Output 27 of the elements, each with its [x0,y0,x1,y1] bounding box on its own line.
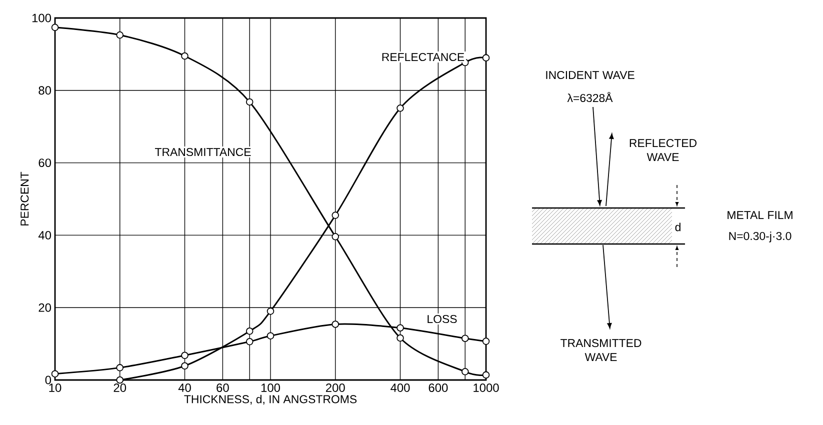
x-tick-label: 60 [216,384,229,392]
series-label: REFLECTANCE [382,52,464,62]
x-tick-label: 200 [326,384,345,392]
x-axis-title: THICKNESS, d, IN ANGSTROMS [184,394,357,405]
text: λ=6328Å [567,92,613,102]
x-tick-label: 1000 [474,384,499,392]
text: TRANSMITTANCE [154,148,251,156]
x-tick-label: 400 [390,384,410,392]
text: METAL FILM [728,211,792,219]
y-axis-title: PERCENT [20,172,29,226]
text: INCIDENT WAVE [546,70,634,80]
y-tick-label: 80 [38,86,52,95]
x-tick-label: 600 [428,384,448,392]
y-tick-label: 0 [45,376,52,384]
y-tick-label: 60 [38,158,52,168]
text: REFLECTED WAVE [630,139,697,161]
x-tick-label: 20 [114,384,126,392]
text: N=0.30-j·3.0 [729,232,792,242]
y-tick-label: 20 [38,303,52,312]
y-tick-label: 40 [38,230,52,240]
x-tick-label: 40 [178,384,191,392]
x-tick-label: 100 [261,384,280,392]
text: d [675,222,680,232]
series-label: LOSS [428,314,457,324]
x-tick-label: 10 [49,384,62,392]
text: TRANSMITTED WAVE [560,339,642,361]
y-tick-label: 100 [32,14,52,22]
